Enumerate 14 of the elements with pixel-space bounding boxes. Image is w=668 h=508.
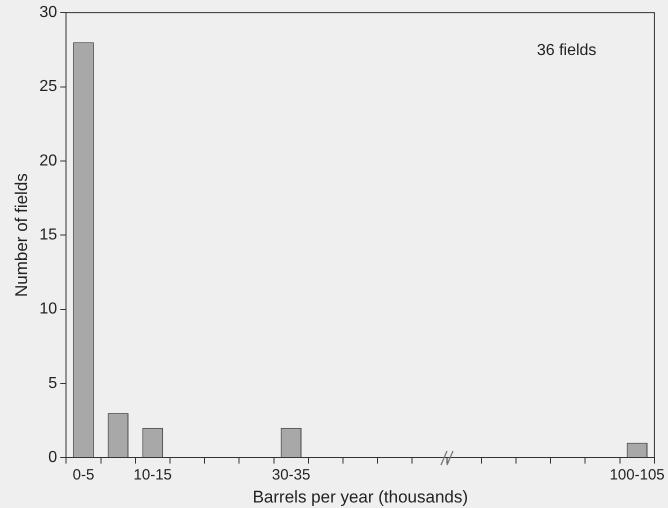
annotation: 36 fields [536, 42, 596, 60]
x-axis-title: Barrels per year (thousands) [252, 487, 468, 506]
y-tick-label: 10 [39, 300, 58, 318]
y-tick-label: 0 [48, 449, 58, 466]
y-tick-label: 20 [39, 152, 58, 170]
x-tick-label: 10-15 [134, 466, 172, 484]
y-tick-label: 5 [48, 374, 58, 392]
y-tick-label: 30 [39, 4, 58, 22]
x-tick-label: 30-35 [272, 466, 310, 484]
x-tick-label: 100-105 [610, 466, 665, 484]
y-tick-label: 15 [39, 226, 58, 244]
x-tick-label: 0-5 [72, 466, 94, 484]
y-tick-label: 25 [39, 78, 58, 96]
y-axis-title: Number of fields [12, 173, 31, 297]
